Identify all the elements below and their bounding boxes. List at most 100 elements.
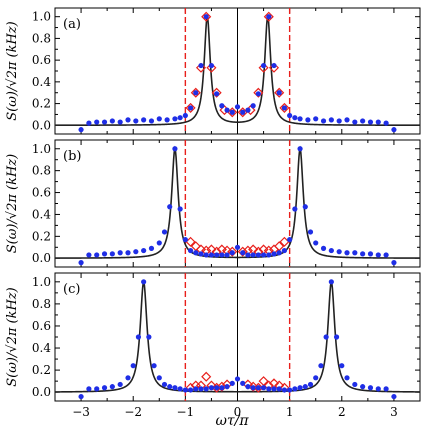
diamond-point xyxy=(185,102,196,113)
y-axis-label: S(ω)/√2π (kHz) xyxy=(5,21,20,120)
circle-point xyxy=(182,387,188,393)
circle-point xyxy=(125,250,131,256)
diamond-point xyxy=(190,87,201,98)
circle-point xyxy=(101,385,108,391)
panel-3: −3 −2 −1 0 1 2 3 0.0 0.2 0.4 0.6 0.8 1.0 S(ω)/√2π (kH… xyxy=(5,272,421,419)
circle-point xyxy=(245,252,251,258)
circle-point xyxy=(276,386,282,392)
circle-point xyxy=(352,250,358,256)
circle-point xyxy=(172,385,178,391)
y-tick-label: 0.6 xyxy=(32,53,51,67)
circle-point xyxy=(250,385,256,391)
circle-point xyxy=(250,252,256,258)
circle-point xyxy=(266,252,272,258)
diamond-point xyxy=(206,62,217,73)
circle-point xyxy=(208,62,215,69)
circle-point xyxy=(271,62,277,69)
circle-point xyxy=(193,250,199,256)
circle-point xyxy=(187,247,194,254)
theory-curve xyxy=(55,145,420,259)
circle-point xyxy=(193,90,199,96)
circle-point xyxy=(328,247,334,254)
circle-point xyxy=(307,229,314,235)
circle-point xyxy=(203,14,209,20)
y-axis-label: S(ω)/√2π (kHz) xyxy=(5,154,20,253)
circle-point xyxy=(260,385,267,391)
circle-point xyxy=(193,386,199,392)
circle-point xyxy=(214,385,220,391)
circle-point xyxy=(86,252,92,258)
circle-point xyxy=(240,380,246,386)
y-tick-label: 0.8 xyxy=(32,31,51,45)
circle-point xyxy=(78,260,84,266)
circle-point xyxy=(198,62,204,69)
circle-point xyxy=(328,279,334,285)
circle-point xyxy=(229,109,235,115)
x-tick-label: −2 xyxy=(124,405,142,419)
circle-point xyxy=(240,250,246,256)
x-tick-label: 0 xyxy=(234,405,242,419)
diamond-point xyxy=(253,87,264,98)
y-tick-label: 0.8 xyxy=(32,297,51,311)
circle-point xyxy=(161,381,168,388)
circle-point xyxy=(148,118,155,124)
circle-point xyxy=(187,105,194,111)
circle-point xyxy=(344,117,350,123)
circle-point xyxy=(109,251,115,257)
y-tick-label: 0.0 xyxy=(32,251,51,265)
circle-point xyxy=(292,115,298,121)
circle-point xyxy=(323,334,329,340)
circle-point xyxy=(78,393,84,400)
circle-point xyxy=(328,117,334,123)
circle-point xyxy=(287,112,293,119)
y-tick-label: 1.0 xyxy=(32,142,51,156)
circle-point xyxy=(391,393,397,400)
y-tick-label: 0.4 xyxy=(32,207,51,221)
circle-point xyxy=(313,116,319,122)
circle-point xyxy=(287,387,293,393)
y-tick-label: 0.6 xyxy=(32,186,51,200)
circle-point xyxy=(219,103,225,109)
diamond-point xyxy=(279,102,290,113)
diamond-point xyxy=(263,11,274,22)
circle-point xyxy=(94,386,100,392)
circle-point xyxy=(318,363,324,369)
x-tick-label: −1 xyxy=(177,405,195,419)
circle-point xyxy=(302,384,308,390)
circle-point xyxy=(86,120,92,126)
circle-point xyxy=(255,385,261,391)
circle-point xyxy=(260,62,267,69)
circle-point xyxy=(141,279,147,285)
circle-point xyxy=(214,252,220,258)
circle-point xyxy=(240,109,246,115)
circle-point xyxy=(281,105,288,111)
circle-point xyxy=(375,386,381,392)
circle-point xyxy=(320,118,327,124)
circle-point xyxy=(94,252,100,258)
circle-point xyxy=(344,375,350,381)
circle-point xyxy=(125,117,131,123)
circle-point xyxy=(391,260,397,266)
x-axis-label: ωτ/π xyxy=(215,413,249,429)
circle-point xyxy=(219,385,225,391)
theory-curve xyxy=(55,14,420,127)
y-tick-label: 1.0 xyxy=(32,10,51,24)
y-tick-label: 0.0 xyxy=(32,385,51,399)
circle-point xyxy=(141,117,147,123)
circle-point xyxy=(383,252,389,258)
circle-point xyxy=(360,251,366,257)
circle-point xyxy=(375,119,381,125)
y-tick-label: 0.6 xyxy=(32,319,51,333)
panel-tag: (c) xyxy=(63,282,80,297)
circle-point xyxy=(109,384,115,390)
panel-tag: (a) xyxy=(63,17,81,32)
circle-point xyxy=(255,252,261,258)
circle-point xyxy=(336,249,342,255)
circle-point xyxy=(161,229,168,235)
circle-point xyxy=(167,204,173,210)
y-tick-label: 0.4 xyxy=(32,75,51,89)
circle-point xyxy=(234,376,241,382)
x-tick-label: −3 xyxy=(72,405,90,419)
circle-point xyxy=(320,245,327,251)
circle-point xyxy=(117,250,123,256)
